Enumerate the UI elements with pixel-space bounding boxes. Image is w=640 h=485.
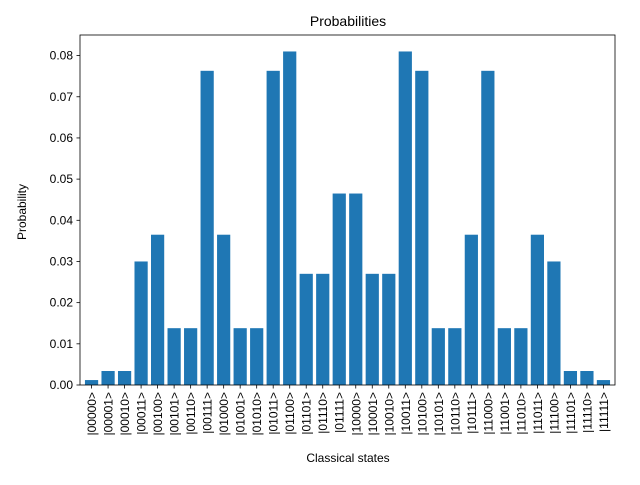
x-tick-label: |01101> (300, 392, 314, 435)
x-tick-label: |11111> (597, 392, 611, 432)
x-tick-label: |00100> (151, 392, 165, 436)
bar (151, 234, 165, 385)
x-tick-label: |10110> (448, 392, 462, 435)
x-tick-label: |11010> (514, 392, 528, 435)
x-tick-label: |11101> (564, 392, 578, 434)
y-tick-label: 0.07 (50, 90, 74, 104)
x-tick-label: |00000> (85, 392, 99, 436)
plot-frame (79, 34, 616, 386)
bar (299, 273, 313, 385)
bar (448, 328, 462, 385)
x-ticks-group: |00000> |00001> |00010> |00011> |00100> |0010… (85, 385, 611, 436)
bar (481, 70, 495, 385)
bar (514, 328, 528, 385)
bar (283, 51, 297, 385)
x-tick-label: |00011> (135, 392, 149, 435)
bar (349, 193, 363, 385)
bar (233, 328, 247, 385)
x-tick-label: |10010> (382, 392, 396, 436)
x-tick-label: |10011> (399, 392, 413, 435)
chart-title: Probabilities (310, 13, 386, 29)
x-tick-label: |01000> (217, 392, 231, 436)
bar (217, 234, 231, 385)
bar (398, 51, 412, 385)
bar (596, 380, 611, 385)
x-tick-label: |00010> (118, 392, 132, 436)
x-tick-label: |01110> (316, 392, 330, 434)
x-tick-label: |01010> (250, 392, 264, 436)
bar (266, 70, 280, 385)
bar (580, 371, 594, 385)
x-tick-label: |01111> (333, 392, 347, 433)
bar (84, 380, 99, 385)
x-tick-label: |11000> (481, 392, 495, 435)
bar (316, 273, 330, 385)
x-tick-label: |10000> (349, 392, 363, 436)
bars-group (84, 51, 611, 385)
x-tick-label: |01100> (283, 392, 297, 435)
x-tick-label: |00101> (168, 392, 182, 436)
x-tick-label: |11001> (498, 392, 512, 435)
y-tick-label: 0.06 (50, 131, 74, 145)
bar (250, 328, 264, 385)
bar (464, 234, 478, 385)
y-tick-label: 0.01 (50, 337, 74, 351)
bar (365, 273, 379, 385)
bar (563, 371, 578, 385)
y-tick-label: 0.04 (50, 213, 74, 227)
bar (184, 328, 198, 385)
x-tick-label: |00110> (184, 392, 198, 435)
x-tick-label: |10101> (432, 392, 446, 436)
x-tick-label: |00111> (201, 392, 215, 434)
y-tick-label: 0.03 (50, 254, 74, 268)
bar (547, 261, 561, 385)
y-tick-label: 0.02 (50, 296, 74, 310)
x-tick-label: |00001> (102, 392, 116, 436)
x-tick-label: |10111> (465, 392, 479, 434)
bar (497, 328, 511, 385)
bar (332, 193, 346, 385)
x-tick-label: |11100> (547, 392, 561, 434)
y-tick-label: 0.05 (50, 172, 74, 186)
x-tick-label: |01011> (267, 392, 281, 435)
bar (200, 70, 214, 385)
y-tick-label: 0.08 (50, 49, 74, 63)
y-ticks-group: 0.00 0.01 0.02 0.03 0.04 0.05 0.06 0.07 0.08 (50, 49, 80, 392)
y-axis-label: Probability (15, 184, 29, 240)
bar (101, 371, 115, 385)
bar (167, 328, 181, 385)
bar (117, 371, 132, 385)
x-tick-label: |11110> (580, 392, 594, 433)
x-tick-label: |10001> (366, 392, 380, 436)
bar (431, 328, 445, 385)
bar (415, 70, 429, 385)
x-axis-label: Classical states (306, 451, 389, 465)
bar (530, 234, 544, 385)
x-tick-label: |11011> (531, 392, 545, 434)
y-tick-label: 0.00 (50, 378, 74, 392)
bar (382, 273, 396, 385)
x-tick-label: |10100> (415, 392, 429, 436)
bar (134, 261, 148, 385)
x-tick-label: |01001> (234, 392, 248, 436)
